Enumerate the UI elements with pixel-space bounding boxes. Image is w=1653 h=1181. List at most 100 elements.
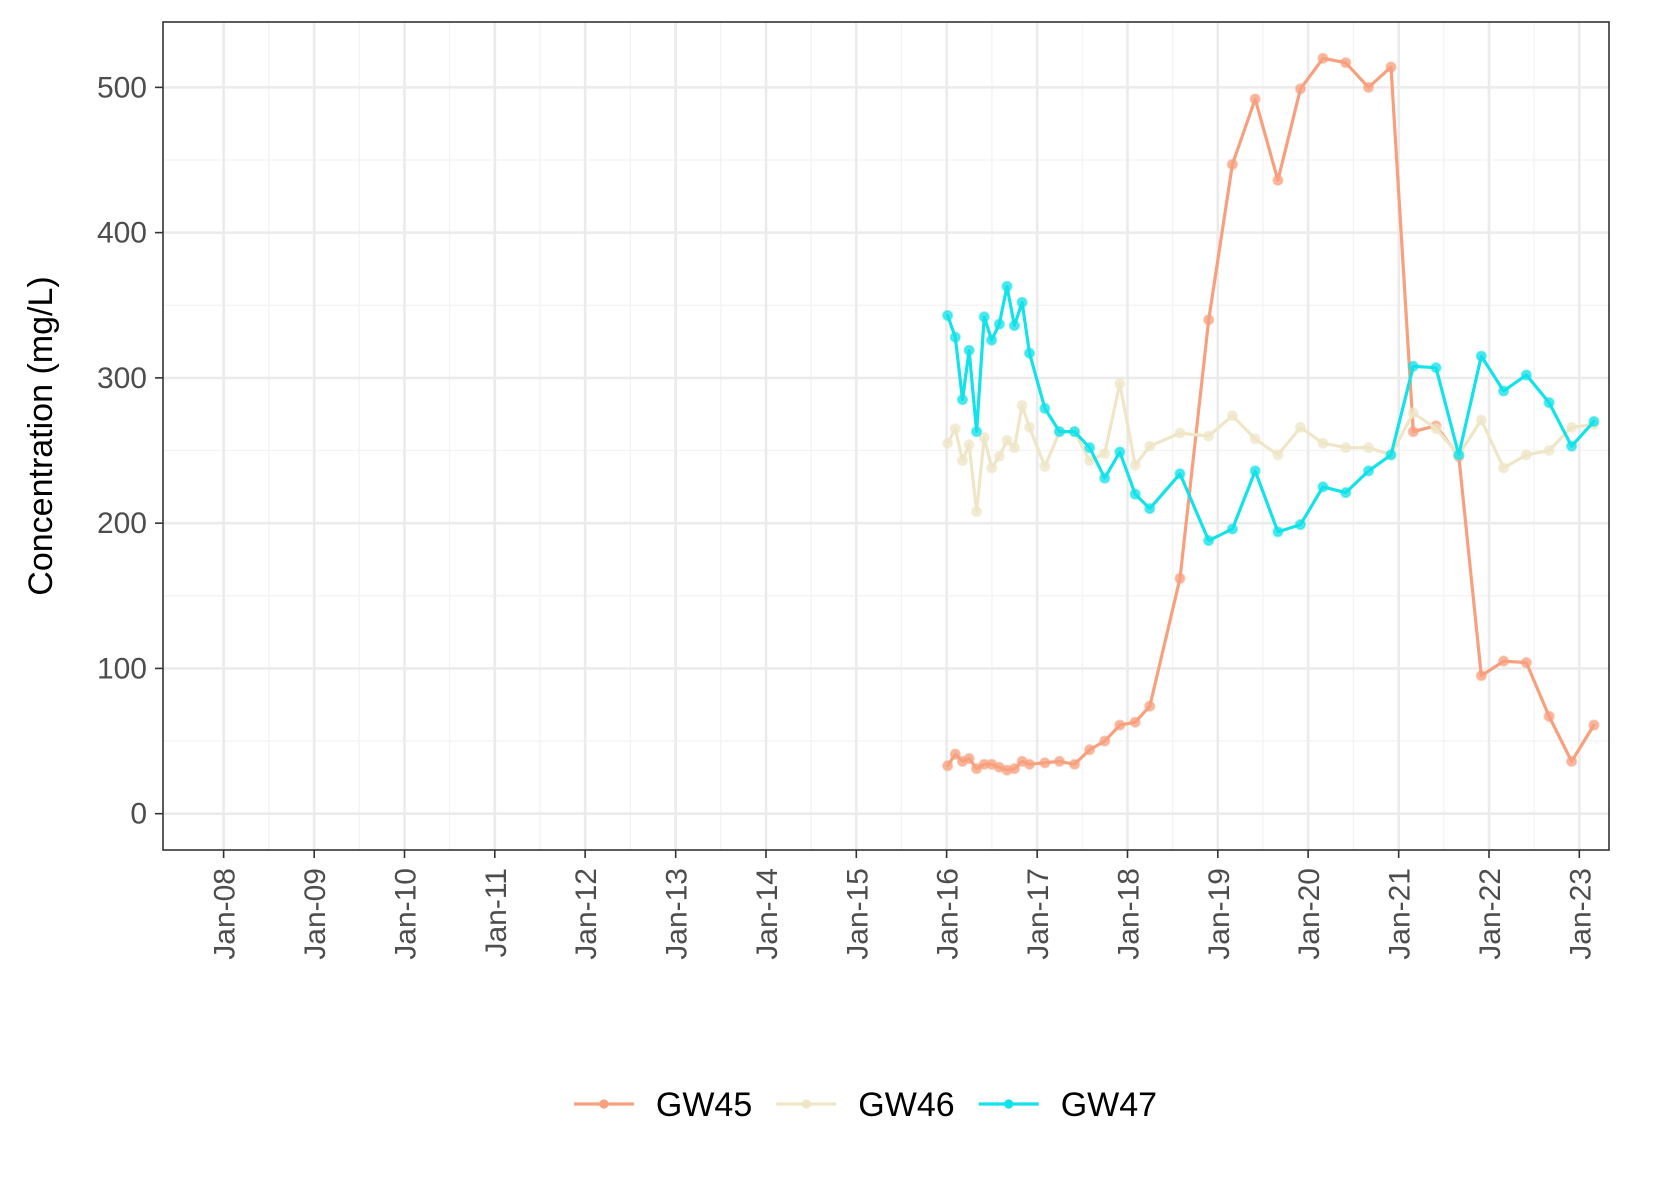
data-point xyxy=(1068,426,1081,438)
data-point xyxy=(1008,763,1021,775)
data-point xyxy=(1430,362,1442,374)
data-point xyxy=(1016,399,1028,412)
data-point xyxy=(1249,93,1261,105)
data-point xyxy=(1520,449,1532,461)
data-point xyxy=(1016,296,1028,308)
data-point xyxy=(963,344,975,356)
legend-item-gw47: GW47 xyxy=(978,1086,1157,1124)
data-point xyxy=(1023,347,1036,359)
data-point xyxy=(1084,455,1096,467)
data-point xyxy=(1114,719,1126,731)
data-point xyxy=(942,437,954,449)
data-point xyxy=(949,331,961,343)
data-point xyxy=(1566,755,1578,767)
x-tick-label: Jan-15 xyxy=(841,868,874,960)
data-point xyxy=(1023,758,1036,770)
data-point xyxy=(1001,280,1013,292)
data-point xyxy=(1203,314,1215,326)
data-point xyxy=(1407,407,1419,419)
panel-border xyxy=(162,21,1610,851)
data-point xyxy=(1144,700,1156,712)
data-point xyxy=(1129,488,1141,500)
data-point xyxy=(942,760,954,772)
data-point xyxy=(1001,434,1013,446)
x-tick-label: Jan-11 xyxy=(480,868,513,958)
data-point xyxy=(970,426,983,438)
x-tick-label: Jan-14 xyxy=(751,868,784,960)
x-tick-label: Jan-23 xyxy=(1564,868,1597,960)
legend-key-point xyxy=(599,1099,609,1109)
data-point xyxy=(1129,459,1141,471)
legend-key-point xyxy=(1004,1099,1014,1109)
x-tick-label: Jan-16 xyxy=(932,868,965,960)
data-point xyxy=(1317,52,1329,64)
data-point xyxy=(1520,369,1532,381)
data-point xyxy=(1129,716,1141,728)
y-axis-title: Concentration (mg/L) xyxy=(22,276,60,595)
data-point xyxy=(1543,710,1555,722)
data-point xyxy=(942,309,954,322)
data-point xyxy=(1497,462,1510,474)
x-tick-label: Jan-18 xyxy=(1112,868,1145,960)
data-point xyxy=(993,450,1005,462)
data-point xyxy=(1566,440,1578,452)
data-point xyxy=(1272,449,1284,461)
data-point xyxy=(1144,503,1156,515)
data-point xyxy=(1099,472,1111,484)
y-axis: 0 100 200 300 400 500 xyxy=(97,71,163,831)
data-point xyxy=(1144,440,1156,452)
data-point xyxy=(986,334,998,346)
x-tick-label: Jan-10 xyxy=(389,868,422,960)
data-point xyxy=(1588,719,1600,731)
data-point xyxy=(1084,442,1096,454)
data-point xyxy=(949,423,961,435)
data-point xyxy=(1453,449,1465,461)
data-point xyxy=(1203,534,1215,547)
data-point xyxy=(949,748,961,760)
data-point xyxy=(1114,446,1126,458)
data-point xyxy=(1226,158,1239,170)
data-point xyxy=(1588,415,1600,428)
data-point xyxy=(956,455,969,467)
y-tick-label: 400 xyxy=(97,217,147,250)
data-point xyxy=(1272,174,1284,186)
data-point xyxy=(1362,442,1375,454)
x-tick-label: Jan-08 xyxy=(209,868,242,960)
legend-label: GW47 xyxy=(1061,1086,1157,1124)
data-point xyxy=(1407,360,1419,372)
x-tick-label: Jan-13 xyxy=(661,868,694,960)
x-tick-label: Jan-19 xyxy=(1203,868,1236,960)
data-point xyxy=(1039,757,1051,769)
x-axis: Jan-08 Jan-09 Jan-10 Jan-11 Jan-12 Jan-13 Jan-… xyxy=(209,850,1597,960)
data-point xyxy=(1294,421,1307,433)
data-point xyxy=(1317,437,1329,449)
data-point xyxy=(1226,410,1239,422)
data-point xyxy=(986,462,998,474)
data-point xyxy=(1294,83,1307,95)
data-point xyxy=(1272,526,1284,538)
data-point xyxy=(1385,61,1397,73)
data-point xyxy=(978,311,990,323)
data-point xyxy=(1008,442,1021,454)
data-point xyxy=(1203,430,1215,442)
data-point xyxy=(963,752,975,765)
data-point xyxy=(1407,426,1419,438)
data-point xyxy=(1543,396,1555,409)
data-point xyxy=(1362,81,1375,93)
x-tick-label: Jan-22 xyxy=(1474,868,1507,960)
data-point xyxy=(1039,460,1051,473)
legend-label: GW46 xyxy=(858,1086,954,1124)
y-tick-label: 300 xyxy=(97,362,147,395)
y-tick-label: 100 xyxy=(97,652,147,685)
data-point xyxy=(1543,444,1555,457)
data-point xyxy=(1362,465,1375,477)
plot-area xyxy=(162,21,1610,851)
x-tick-label: Jan-17 xyxy=(1022,868,1055,960)
data-point xyxy=(1084,744,1096,756)
legend-label: GW45 xyxy=(656,1086,752,1124)
data-point xyxy=(1294,519,1307,531)
data-point xyxy=(1340,57,1352,69)
y-tick-label: 0 xyxy=(130,798,147,831)
data-point xyxy=(1430,423,1442,435)
